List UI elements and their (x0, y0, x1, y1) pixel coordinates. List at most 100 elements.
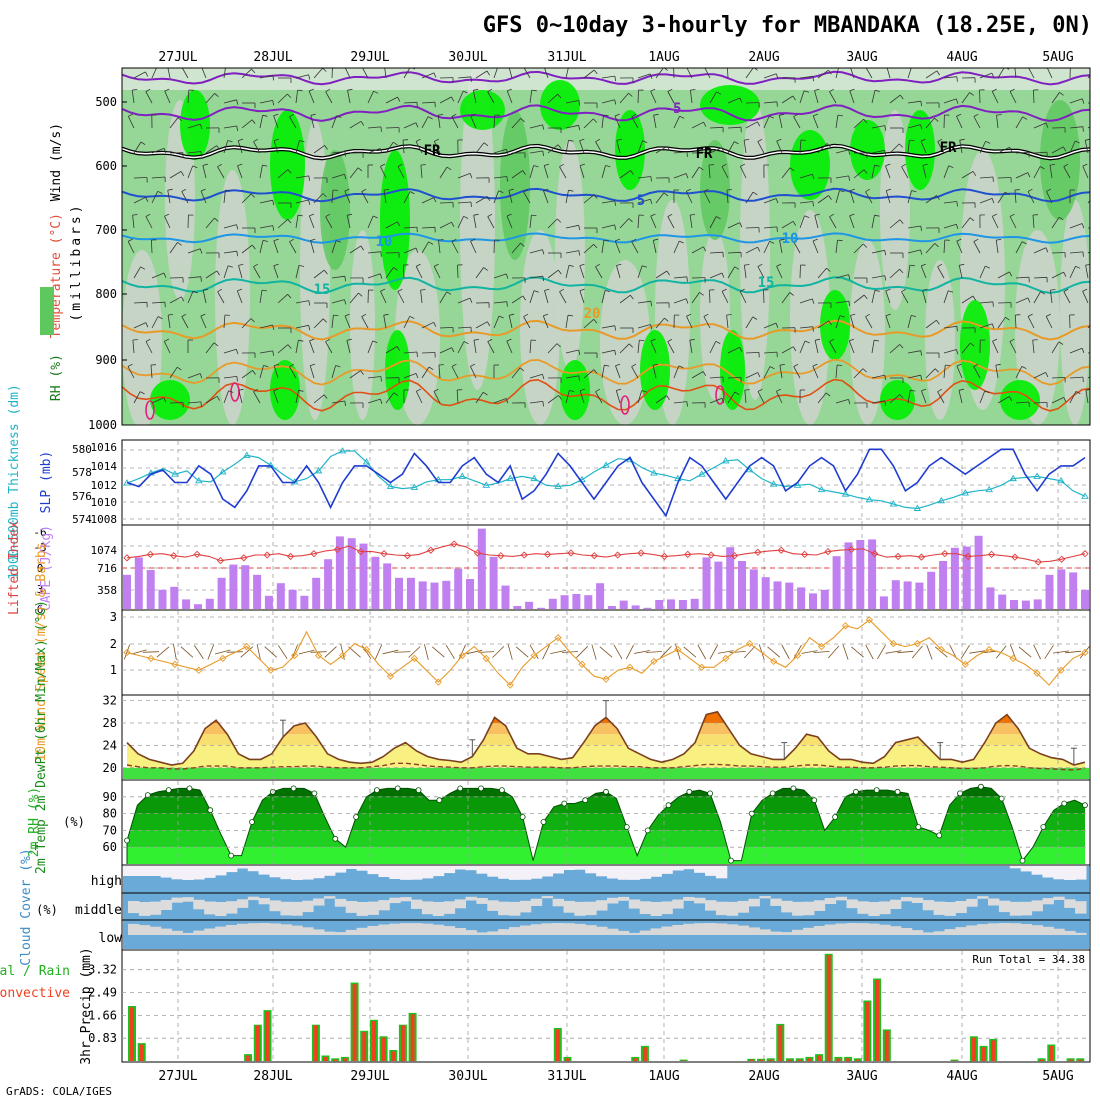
wind-barb-flag (1032, 339, 1038, 341)
thickness-point (338, 447, 347, 454)
cloud-low-gap (977, 924, 989, 935)
cloud-low-gap (705, 923, 717, 935)
wind10m-point (698, 663, 706, 671)
wind-barb (956, 365, 963, 379)
li-tick: 6 (37, 603, 44, 616)
wind-barb-flag (145, 322, 149, 328)
precip-label: 3hr Precip (mm) (79, 947, 94, 1064)
wind-barb (655, 317, 665, 329)
thickness-point (769, 480, 778, 487)
wind-barb-flag (237, 288, 243, 292)
cloud-high-gap (1042, 866, 1054, 878)
wind-barb (799, 173, 813, 179)
cloud-low-gap (737, 925, 749, 935)
rh2m-band (127, 796, 1085, 814)
wind-barb (958, 265, 963, 279)
wind-barb-flag (347, 213, 353, 216)
wind-barb (673, 401, 687, 404)
wind-barb-flag (703, 188, 709, 192)
cape-bar (1045, 574, 1054, 609)
wind-barb (273, 240, 279, 254)
wind-barb-flag (192, 165, 198, 169)
cape-bar (915, 582, 924, 609)
wind-barb-flag (415, 138, 421, 142)
wind-barb (565, 265, 570, 279)
wind-barb-flag (593, 69, 598, 75)
pressure-tick: 800 (95, 287, 117, 301)
wind-barb (907, 225, 921, 229)
wind-barb (727, 377, 742, 379)
cloud-high-gap (596, 866, 608, 877)
wind-barb-flag (779, 113, 785, 116)
wind-barb-flag (486, 70, 491, 76)
wind-barb (1051, 92, 1060, 104)
cloud-mid-gap (661, 901, 673, 915)
cape-bar (229, 564, 238, 609)
cloud-high-gap (639, 866, 652, 879)
wind-barb (579, 165, 585, 179)
wind-barb (673, 276, 687, 279)
cloud-low-gap (857, 923, 869, 935)
wind-barb (871, 275, 885, 279)
li-line (126, 543, 1086, 563)
wind-barb-flag (393, 267, 398, 271)
cloud-high-gap (411, 866, 423, 880)
wind-barb-flag (595, 263, 601, 268)
wind-barb-flag (559, 163, 565, 168)
cloud-high-gap (585, 866, 597, 874)
wind-barb-flag (557, 269, 562, 275)
wind10m-point (602, 675, 610, 683)
cloud-low-gap (204, 928, 216, 935)
cloud-mid-gap (705, 900, 717, 911)
wind-barb (817, 320, 830, 329)
wind-barb-flag (828, 320, 832, 326)
thickness-point (865, 495, 874, 503)
wind-barb-flag (325, 88, 331, 93)
wind-barb (475, 142, 485, 154)
thickness-point (219, 468, 227, 475)
wind-barb-flag (605, 165, 611, 168)
wind-barb (565, 390, 570, 404)
wind-barb (637, 214, 640, 229)
wind-barb-flag (1045, 247, 1049, 253)
li-point (427, 546, 435, 554)
wind10m-barb (408, 646, 421, 658)
wind-barb (437, 115, 441, 129)
wind-barb-flag (522, 170, 526, 175)
wind-barb (691, 371, 704, 379)
cape-bar (170, 586, 179, 609)
wind-barb-flag (652, 363, 658, 366)
wind-barb (259, 324, 273, 329)
wind-barb-flag (769, 240, 775, 244)
wind-barb-flag (863, 169, 868, 174)
wind-barb-flag (451, 222, 455, 227)
wind-barb (253, 266, 261, 279)
wind-barb-flag (740, 288, 745, 292)
wind-barb (277, 169, 289, 179)
wind10m-barb (683, 646, 697, 658)
wind-barb (1033, 151, 1048, 154)
wind-barb (241, 318, 252, 329)
precip-tick: 2.49 (88, 986, 117, 1000)
wind-barb (439, 166, 448, 179)
wind-barb (470, 241, 477, 254)
cloud-low-gap (530, 924, 543, 935)
wind-barb (871, 400, 885, 404)
thickness-point (1009, 474, 1017, 482)
wind-barb (145, 91, 153, 104)
precip-conv-bar (749, 1059, 754, 1061)
wind-barb (295, 340, 299, 354)
wind-barb (799, 90, 805, 104)
wind-barb-flag (848, 301, 850, 307)
wind-barb (344, 190, 351, 204)
cloud-mid-gap (890, 899, 902, 909)
cloud-mid-gap (226, 901, 238, 914)
wind-barb (223, 265, 229, 279)
wind-barb-flag (615, 238, 621, 242)
wind-barb-flag (236, 349, 239, 355)
wind-barb (655, 145, 668, 154)
wind-barb (776, 391, 783, 404)
wind-barb (835, 68, 839, 79)
wind-barb-flag (775, 73, 779, 79)
wind-barb-flag (167, 188, 173, 191)
